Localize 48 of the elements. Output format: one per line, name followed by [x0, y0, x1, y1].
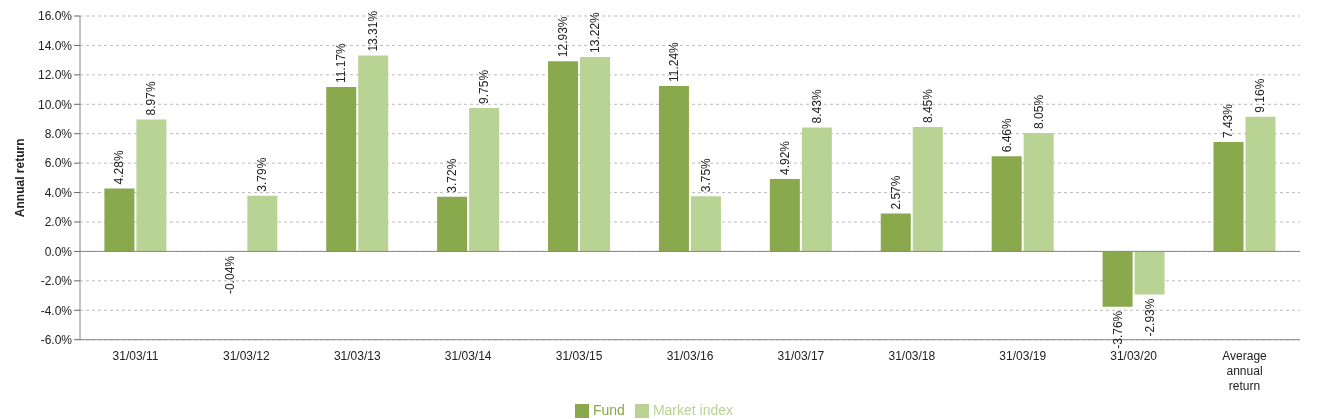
data-label: 4.28% [112, 150, 127, 185]
x-tick-label: 31/03/13 [333, 348, 381, 363]
y-tick-label: 2.0% [44, 215, 73, 230]
data-label: 2.57% [888, 175, 903, 210]
data-label: 13.22% [588, 11, 603, 53]
y-tick-label: 8.0% [44, 126, 73, 141]
data-label: 3.72% [445, 158, 460, 193]
data-label: 7.43% [1221, 103, 1236, 139]
y-tick-label: 0.0% [44, 244, 73, 259]
data-label: 11.24% [666, 41, 681, 83]
legend-label: Fund [592, 401, 625, 418]
data-label: 8.97% [144, 81, 159, 116]
data-label: 9.16% [1253, 78, 1268, 113]
x-tick-label: 31/03/20 [1110, 348, 1158, 363]
x-tick-label: 31/03/16 [666, 348, 714, 363]
data-label: -3.76% [1110, 310, 1125, 349]
y-tick-label: 16.0% [37, 9, 73, 24]
x-tick-label: 31/03/14 [444, 348, 492, 363]
y-tick-label: 14.0% [37, 38, 73, 53]
data-label: 8.45% [920, 88, 935, 124]
data-label: 9.75% [477, 69, 492, 104]
x-tick-label: 31/03/17 [777, 348, 825, 363]
x-tick-label: 31/03/15 [555, 348, 603, 363]
y-tick-label: 6.0% [44, 156, 73, 171]
y-tick-label: -6.0% [40, 332, 73, 347]
data-label: -2.93% [1142, 298, 1157, 337]
x-tick-label: 31/03/11 [112, 348, 159, 363]
y-tick-label: 10.0% [37, 97, 73, 112]
data-label: 3.79% [255, 157, 270, 192]
x-tick-label: 31/03/19 [999, 348, 1047, 363]
data-label: 13.31% [366, 10, 381, 52]
y-tick-label: -4.0% [40, 303, 73, 318]
data-label: 4.92% [777, 140, 792, 176]
data-label: 8.05% [1031, 94, 1046, 129]
data-label: 8.43% [809, 89, 824, 124]
legend-label: Market index [652, 401, 734, 418]
data-label: -0.04% [223, 255, 238, 295]
y-axis-title: Annual return [13, 138, 28, 218]
data-label: 6.46% [999, 118, 1014, 153]
x-tick-label: 31/03/18 [888, 348, 936, 363]
x-tick-label: 31/03/12 [223, 348, 271, 363]
y-tick-label: -2.0% [40, 274, 73, 289]
y-tick-label: 12.0% [37, 68, 73, 83]
data-label: 12.93% [556, 16, 571, 58]
y-tick-label: 4.0% [44, 185, 73, 200]
x-tick-label: Average annual return [1222, 348, 1268, 393]
data-label: 11.17% [334, 42, 349, 84]
data-label: 3.75% [698, 157, 713, 193]
